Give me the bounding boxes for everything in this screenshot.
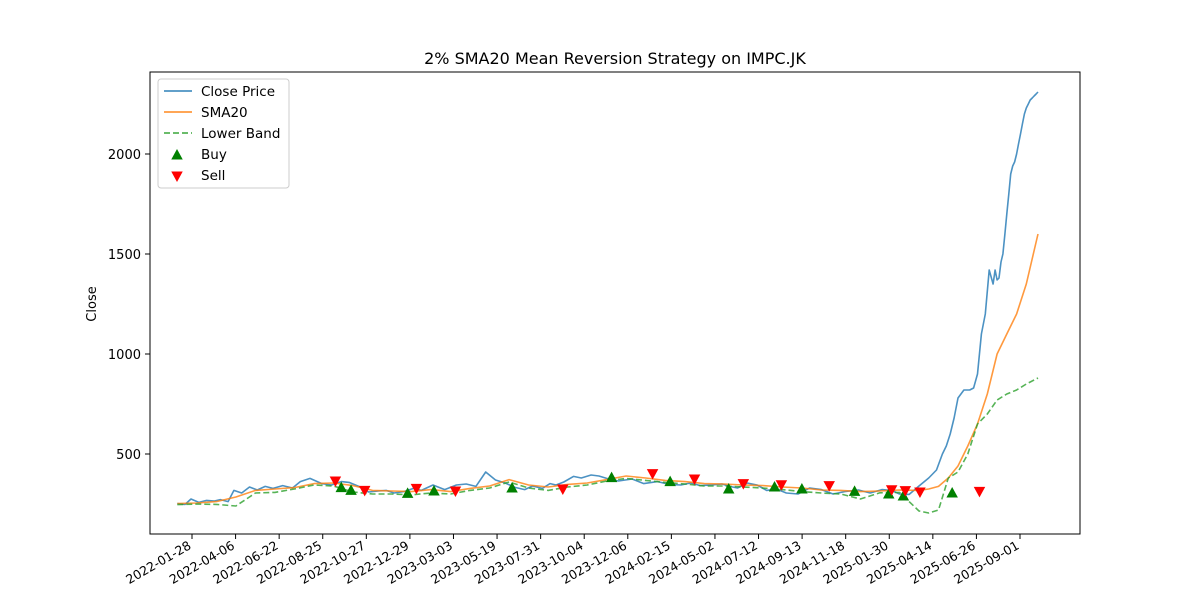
buy-marker [796, 483, 808, 494]
sell-marker [449, 486, 462, 497]
y-axis-label: Close [85, 286, 100, 321]
buy-marker [882, 488, 895, 499]
sell-marker [973, 486, 986, 498]
buy-marker [664, 475, 676, 487]
y-tick-label: 1500 [108, 248, 141, 263]
sell-marker [899, 486, 912, 497]
sell-marker [885, 485, 898, 496]
legend-swatch-sell [171, 171, 183, 182]
buy-marker [946, 487, 958, 498]
buy-marker [428, 485, 440, 496]
legend-box [157, 78, 290, 189]
x-axis: 2022-01-282022-04-062022-06-222022-08-25… [123, 534, 1022, 587]
buy-marker [401, 487, 414, 498]
sell-marker [914, 487, 926, 498]
series-line-lower [177, 377, 1039, 514]
y-tick-label: 1000 [108, 348, 141, 363]
y-tick-label: 2000 [108, 148, 141, 163]
buy-marker [605, 471, 618, 483]
buy-marker [506, 482, 518, 493]
legend-label-sma20: SMA20 [201, 105, 248, 121]
buy-marker [345, 484, 357, 495]
series-line-sma20 [177, 233, 1039, 505]
plot-frame [149, 71, 1081, 535]
legend-label-lower: Lower Band [201, 126, 280, 142]
legend-swatch-buy [171, 149, 183, 160]
sell-marker [688, 474, 701, 485]
buy-marker [768, 481, 781, 492]
y-tick-label: 500 [116, 448, 141, 463]
plot-area [177, 91, 1039, 514]
chart-title: 2% SMA20 Mean Reversion Strategy on IMPC… [424, 49, 806, 68]
sell-marker [410, 483, 423, 495]
legend-label-close: Close Price [201, 84, 275, 100]
buy-marker [897, 490, 910, 501]
legend-label-buy: Buy [201, 147, 227, 163]
sell-marker [646, 469, 659, 480]
buy-marker [335, 481, 348, 493]
sell-marker [775, 480, 788, 491]
sell-marker [737, 479, 750, 490]
legend: Close Price SMA20 Lower Band Buy Sell [157, 78, 290, 189]
sell-marker [823, 481, 835, 492]
y-axis: 500 1000 1500 2000 [108, 148, 150, 463]
buy-marker [722, 483, 735, 494]
legend-label-sell: Sell [201, 168, 225, 184]
sell-marker [358, 485, 371, 497]
buy-marker [848, 485, 861, 496]
sell-marker [557, 484, 569, 495]
sell-marker [329, 476, 342, 487]
series-line-close [177, 91, 1039, 506]
